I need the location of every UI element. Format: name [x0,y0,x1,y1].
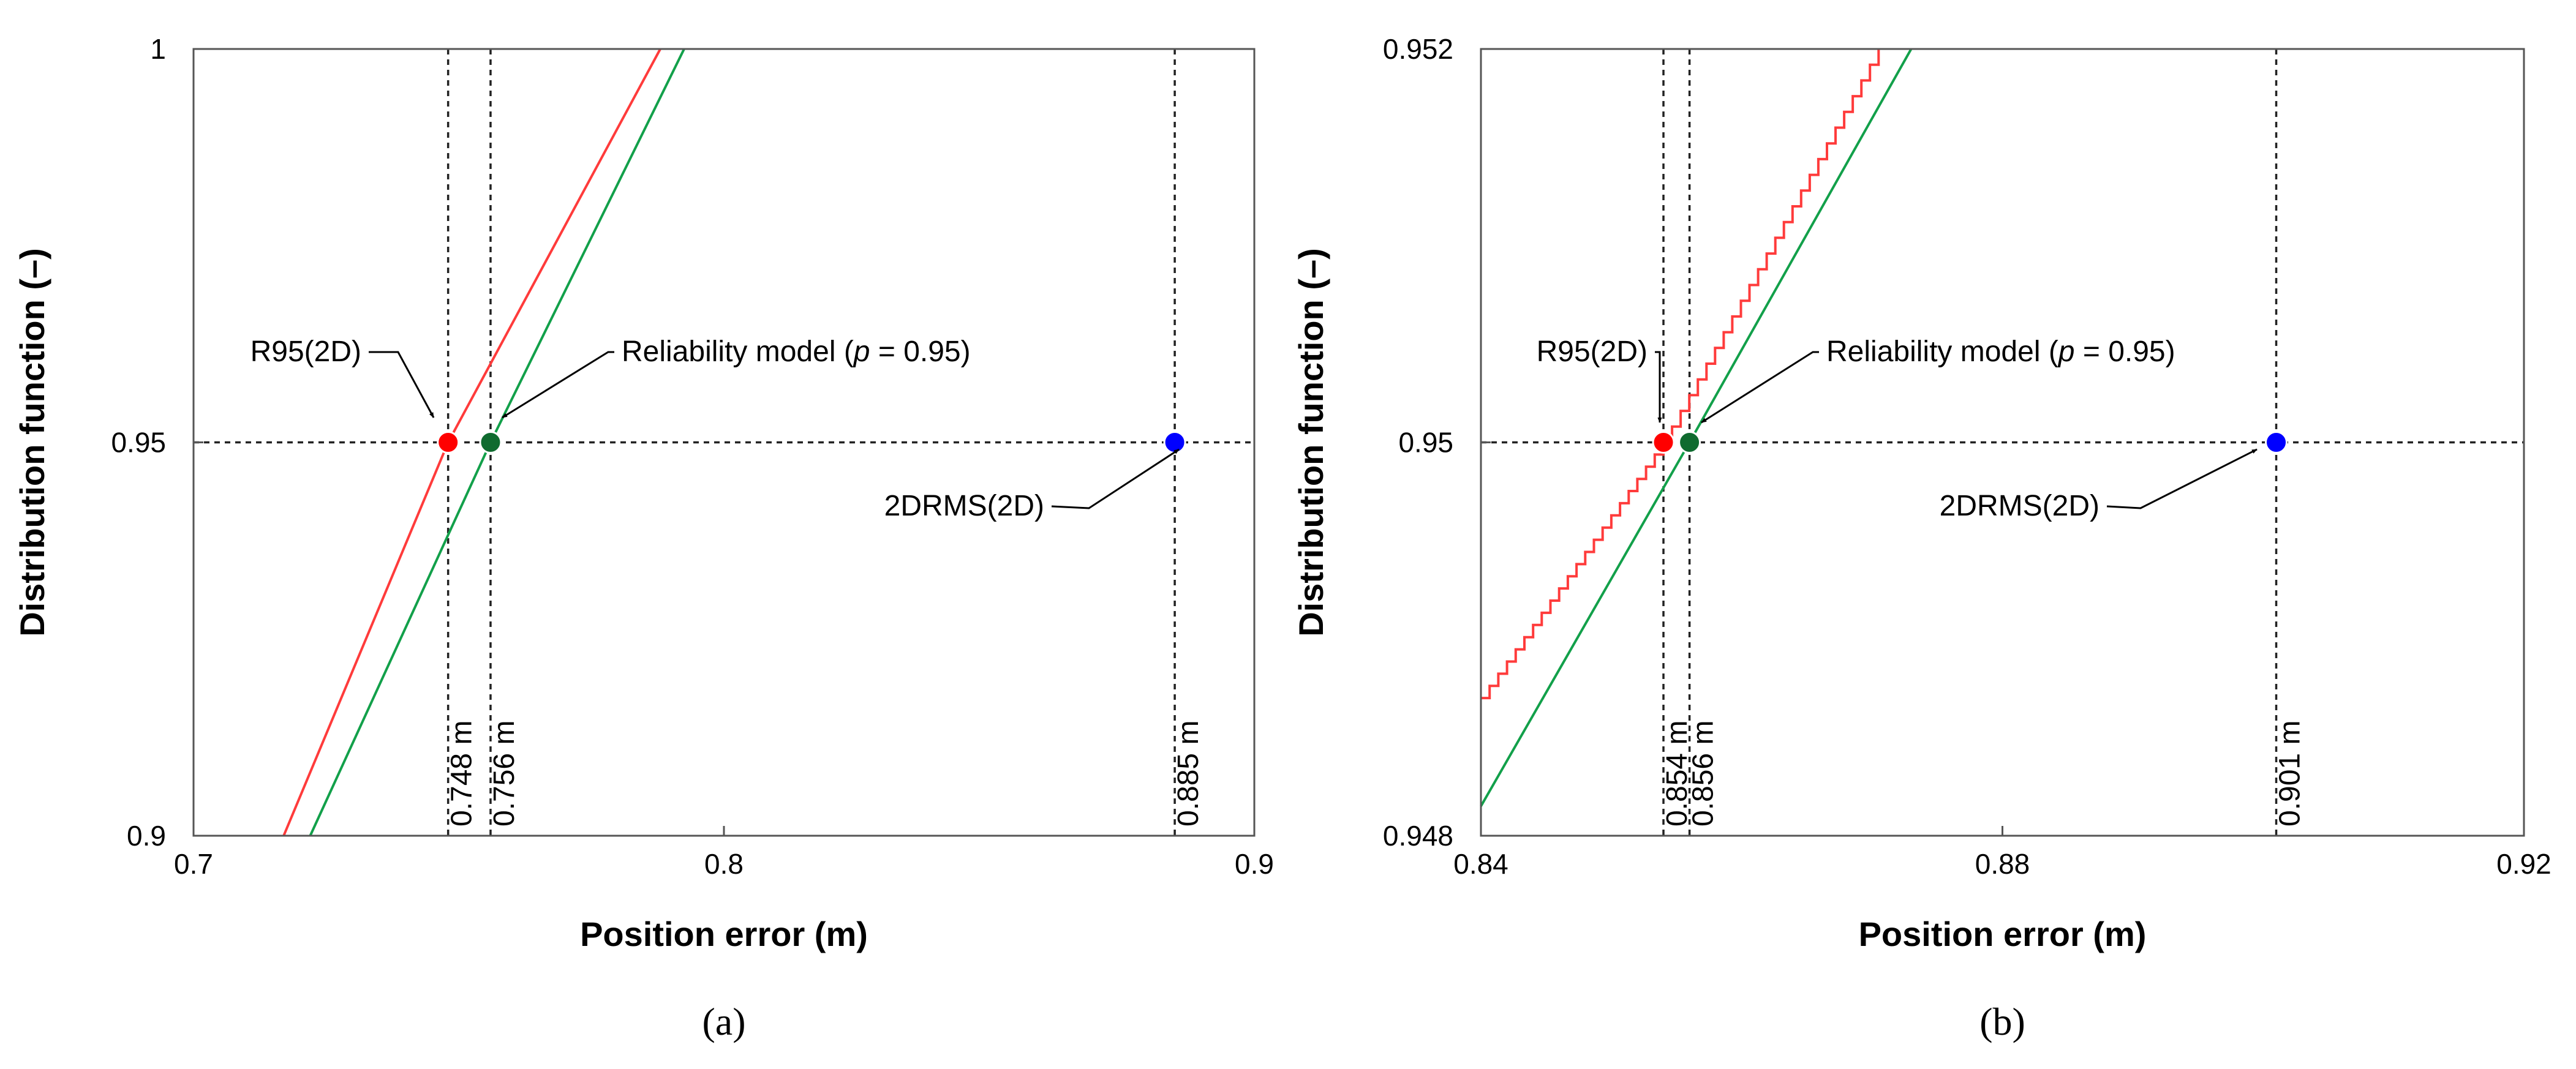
annotation-text-italic: p [853,336,870,368]
annotation-leader-arrow [1655,351,1662,423]
y-tick-label: 0.9 [127,820,166,852]
curve-r95-2d-empirical [1481,49,1880,700]
marker-value-label: 0.885 m [1172,721,1205,827]
annotation-r95-2d-: R95(2D) [1537,336,1648,368]
annotation-r95-2d-: R95(2D) [250,336,361,368]
x-tick-label: 0.92 [2496,848,2552,880]
marker-value-label: 0.756 m [488,721,521,827]
panel-b-x-ticks: 0.84 0.88 0.92 [1453,826,2552,880]
x-tick-label: 0.88 [1975,848,2030,880]
marker-value-label: 0.854 m [1661,721,1693,827]
marker-2drms-2d- [1163,431,1186,454]
annotation-text-part: = 0.95) [2075,336,2175,368]
annotation-leader-arrow [369,351,435,418]
y-tick-label: 0.95 [111,427,166,459]
panel-a-caption: (a) [702,1000,745,1043]
annotation-2drms-2d-: 2DRMS(2D) [884,490,1044,522]
panel-a-y-axis-label: Distribution function (–) [13,248,51,637]
panel-a-value-labels: 0.748 m 0.756 m 0.885 m [446,721,1205,827]
annotation-text-part: Reliability model ( [1826,336,2058,368]
curve-reliability-model [1480,48,1913,807]
annotation-2drms-2d-: 2DRMS(2D) [1940,490,2100,522]
panel-a-markers [437,431,1186,454]
annotation-leader-arrow [502,351,614,419]
y-tick-label: 0.952 [1383,33,1453,65]
panel-b-y-axis-label: Distribution function (–) [1292,248,1330,637]
annotation-text-part: Reliability model ( [622,336,854,368]
marker-r95-2d- [437,431,460,454]
panel-b-y-ticks: 0.948 0.95 0.952 [1383,33,1491,852]
panel-b-curves [1480,48,1913,807]
marker-value-label: 0.856 m [1687,721,1720,827]
panel-b-annotations: R95(2D) Reliability model (p = 0.95) 2DRMS… [1537,336,2258,522]
annotation-leader-arrow [1701,351,1819,424]
panel-b-value-labels: 0.854 m0.856 m 0.901 m [1661,721,2307,827]
annotation-text-part: = 0.95) [870,336,971,368]
y-tick-label: 0.948 [1383,820,1453,852]
marker-reliability-model [1678,431,1701,454]
panel-a-x-axis-label: Position error (m) [580,915,868,953]
marker-value-label: 0.748 m [446,721,478,827]
y-tick-label: 1 [150,33,166,65]
x-tick-label: 0.84 [1453,848,1508,880]
panel-b-caption: (b) [1979,1000,2025,1043]
x-tick-label: 0.8 [704,848,744,880]
panel-a-reference-lines [194,49,1254,836]
annotation-leader-arrow [2106,448,2258,509]
panel-a-y-ticks: 0.9 0.95 1 [111,33,203,852]
annotation-reliability-model: Reliability model (p = 0.95) [1826,336,2175,368]
x-tick-label: 0.9 [1235,848,1274,880]
annotation-text-italic: p [2057,336,2075,368]
x-tick-label: 0.7 [174,848,213,880]
panel-a-x-ticks: 0.7 0.8 0.9 [174,826,1274,880]
panel-b-reference-lines [1481,49,2524,836]
y-tick-label: 0.95 [1398,427,1453,459]
marker-reliability-model [479,431,502,454]
panel-b-markers [1652,431,2288,454]
marker-r95-2d- [1652,431,1675,454]
panel-a-annotations: R95(2D) Reliability model (p = 0.95) 2DRMS… [250,336,1180,522]
panel-a: 0.7 0.8 0.9 0.9 0.95 1 0.748 m 0.756 m 0.885 m… [13,33,1274,1043]
marker-value-label: 0.901 m [2274,721,2307,827]
panel-b: 0.84 0.88 0.92 0.948 0.95 0.952 0.854 m0.856… [1292,33,2552,1043]
marker-2drms-2d- [2265,431,2288,454]
panel-b-x-axis-label: Position error (m) [1859,915,2147,953]
annotation-leader-arrow [1051,448,1180,509]
annotation-reliability-model: Reliability model (p = 0.95) [622,336,971,368]
